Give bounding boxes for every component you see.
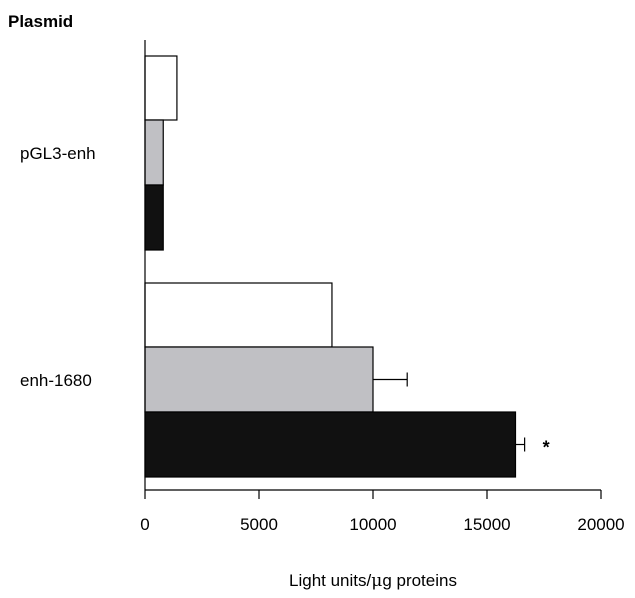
x-tick-label-4: 20000	[577, 515, 624, 534]
category-labels-group: pGL3-enh enh-1680	[20, 144, 96, 390]
chart-heading: Plasmid	[8, 12, 73, 31]
bar-pgl3-enh-series-2	[144, 119, 164, 186]
x-axis-title-suffix: g proteins	[382, 571, 457, 590]
bar-enh-1680-series-2	[144, 346, 374, 413]
x-tick-label-1: 5000	[240, 515, 278, 534]
x-tick-label-3: 15000	[463, 515, 510, 534]
bar-enh-1680-series-3	[144, 411, 517, 478]
annotations-group: *	[543, 438, 550, 458]
category-label-1: enh-1680	[20, 371, 92, 390]
x-axis-title-mu: μ	[371, 571, 382, 591]
bars-group	[144, 55, 517, 478]
x-axis-title: Light units/μg proteins	[289, 571, 457, 591]
category-label-0: pGL3-enh	[20, 144, 96, 163]
significance-marker-0: *	[543, 438, 550, 458]
bar-enh-1680-series-1	[144, 282, 333, 348]
bar-pgl3-enh-series-1	[144, 55, 178, 121]
x-axis-title-prefix: Light units/	[289, 571, 371, 590]
bar-pgl3-enh-series-3	[144, 184, 164, 251]
x-tick-label-2: 10000	[349, 515, 396, 534]
x-ticks-group: 0 5000 10000 15000 20000	[140, 490, 625, 534]
x-tick-label-0: 0	[140, 515, 149, 534]
error-bars-group	[373, 372, 526, 452]
